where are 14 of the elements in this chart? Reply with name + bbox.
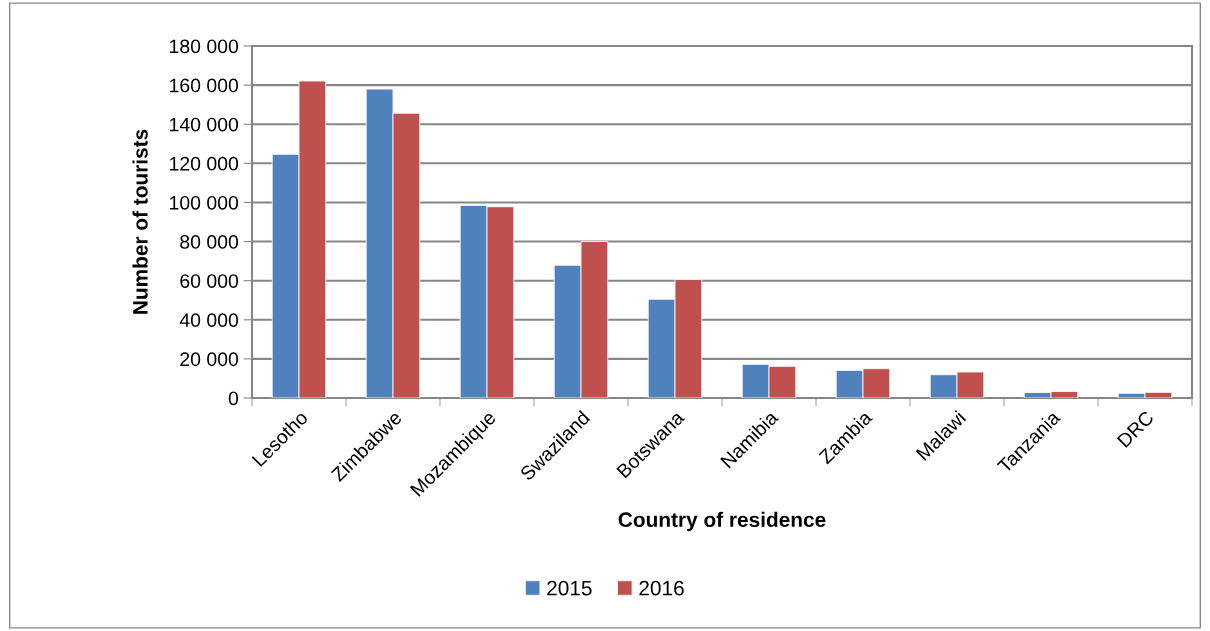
y-tick-label: 20 000 bbox=[180, 352, 239, 367]
y-tick-label: 80 000 bbox=[180, 235, 239, 249]
y-tick-label: 60 000 bbox=[180, 274, 239, 288]
y-tick-label: 180 000 bbox=[170, 39, 239, 54]
y-axis-title: Number of tourists bbox=[132, 129, 148, 314]
x-axis-title: Country of residence bbox=[618, 511, 826, 532]
y-tick-label: 120 000 bbox=[170, 156, 239, 171]
legend-label: 2015 bbox=[547, 580, 592, 596]
y-tick-label: 40 000 bbox=[179, 313, 239, 328]
y-tick-label: 160 000 bbox=[170, 78, 239, 93]
y-tick-label: 140 000 bbox=[170, 117, 239, 132]
y-tick-label: 100 000 bbox=[170, 195, 239, 210]
legend-label: 2016 bbox=[639, 580, 684, 596]
y-tick-label: 0 bbox=[228, 391, 239, 406]
